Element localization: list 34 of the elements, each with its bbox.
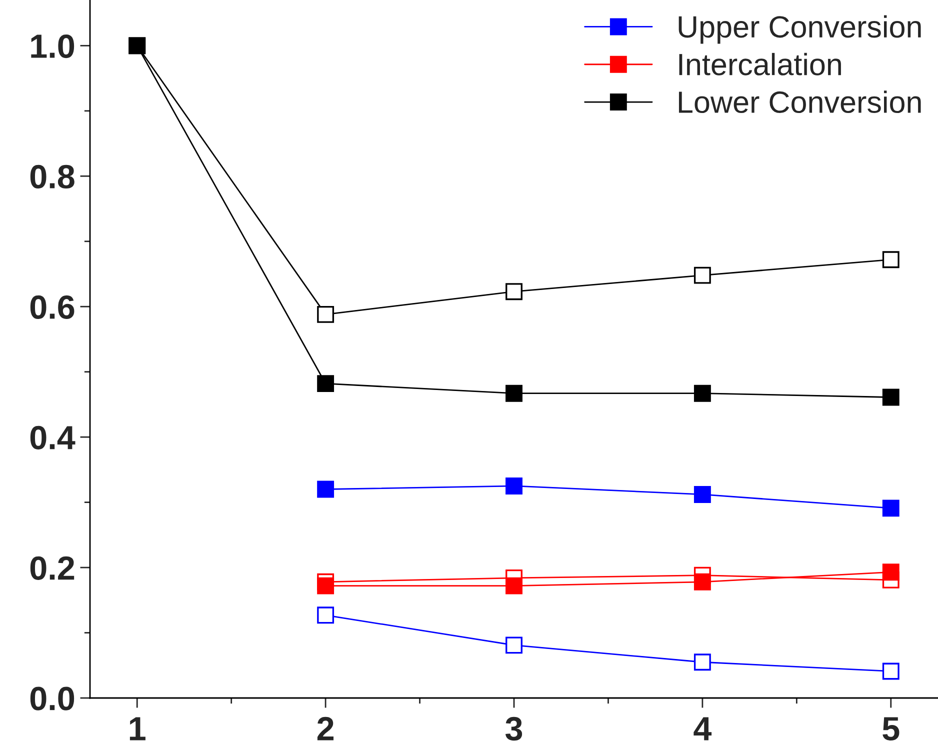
point [506, 636, 522, 654]
point [882, 388, 900, 406]
x-tick-label: 5 [882, 717, 900, 741]
x-tick-label: 4 [694, 717, 712, 740]
point [694, 384, 711, 402]
point [506, 478, 522, 494]
y-tick-label: 0.6 [30, 295, 74, 320]
x-tick-label: 3 [505, 716, 522, 741]
legend-label: Upper Conversion [678, 15, 921, 44]
point [882, 662, 900, 680]
y-tick-label: 0.0 [30, 686, 74, 710]
point [882, 251, 900, 268]
point [882, 500, 900, 517]
point [317, 306, 334, 323]
point [506, 283, 522, 300]
point [317, 606, 334, 624]
point [694, 573, 711, 590]
legend-label: Intercalation [679, 52, 841, 76]
point [317, 480, 334, 498]
point [506, 384, 522, 402]
x-tick-label: 1 [130, 717, 146, 740]
y-tick-label: 1.0 [31, 34, 74, 58]
y-tick-label: 0.4 [30, 426, 76, 450]
point [506, 577, 522, 594]
point [694, 486, 711, 503]
point [317, 577, 334, 594]
point [694, 654, 711, 671]
legend-label: Lower Conversion [678, 90, 921, 114]
point [694, 266, 711, 284]
y-tick-label: 0.2 [30, 556, 74, 580]
x-tick-label: 2 [317, 716, 334, 740]
point [882, 564, 900, 581]
y-tick-label: 0.8 [30, 164, 74, 189]
point [317, 375, 334, 392]
